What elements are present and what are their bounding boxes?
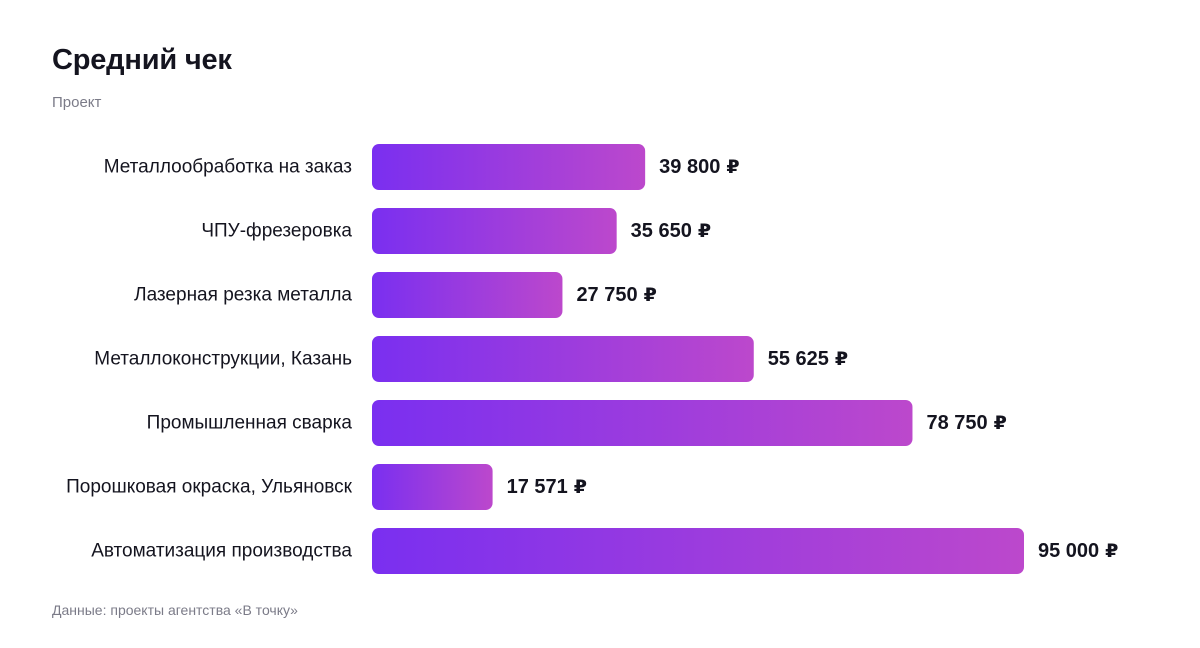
- category-label: Металлоконструкции, Казань: [94, 349, 352, 370]
- bar-row: Промышленная сварка 78 750 ₽: [147, 400, 1007, 446]
- bar-row: Металлообработка на заказ 39 800 ₽: [104, 144, 740, 190]
- currency-symbol: ₽: [726, 156, 739, 178]
- value-number: 78 750: [926, 412, 987, 434]
- currency-symbol: ₽: [574, 476, 587, 498]
- currency-symbol: ₽: [644, 284, 657, 306]
- value-number: 95 000: [1038, 540, 1099, 562]
- bar: [372, 208, 617, 254]
- value-number: 27 750: [576, 284, 637, 306]
- bar-row: Металлоконструкции, Казань 55 625 ₽: [94, 336, 848, 382]
- value-label: 35 650 ₽: [631, 220, 711, 242]
- value-number: 55 625: [768, 348, 829, 370]
- bar: [372, 336, 754, 382]
- category-label: Металлообработка на заказ: [104, 157, 352, 178]
- chart-subtitle: Проект: [52, 94, 102, 111]
- bar: [372, 144, 646, 190]
- category-label: ЧПУ-фрезеровка: [201, 221, 352, 242]
- chart-title: Средний чек: [52, 44, 232, 76]
- currency-symbol: ₽: [698, 220, 711, 242]
- bar-row: Автоматизация производства 95 000 ₽: [91, 528, 1118, 574]
- data-source-note: Данные: проекты агентства «В точку»: [52, 602, 298, 618]
- value-label: 55 625 ₽: [768, 348, 848, 370]
- bar-row: ЧПУ-фрезеровка 35 650 ₽: [201, 208, 711, 254]
- value-label: 78 750 ₽: [926, 412, 1006, 434]
- bar: [372, 400, 913, 446]
- bar-row: Порошковая окраска, Ульяновск 17 571 ₽: [66, 464, 587, 510]
- category-label: Порошковая окраска, Ульяновск: [66, 477, 353, 498]
- currency-symbol: ₽: [994, 412, 1007, 434]
- currency-symbol: ₽: [1105, 540, 1118, 562]
- bars-group: Металлообработка на заказ 39 800 ₽ЧПУ-фрез…: [66, 144, 1118, 574]
- bar: [372, 528, 1024, 574]
- category-label: Автоматизация производства: [91, 541, 352, 562]
- bar: [372, 272, 563, 318]
- value-number: 17 571: [507, 476, 568, 498]
- value-label: 17 571 ₽: [507, 476, 587, 498]
- value-label: 39 800 ₽: [659, 156, 739, 178]
- category-label: Промышленная сварка: [147, 413, 353, 434]
- value-label: 95 000 ₽: [1038, 540, 1118, 562]
- category-label: Лазерная резка металла: [134, 285, 352, 306]
- value-number: 35 650: [631, 220, 692, 242]
- value-label: 27 750 ₽: [576, 284, 656, 306]
- value-number: 39 800: [659, 156, 720, 178]
- currency-symbol: ₽: [835, 348, 848, 370]
- bar: [372, 464, 493, 510]
- bar-row: Лазерная резка металла 27 750 ₽: [134, 272, 657, 318]
